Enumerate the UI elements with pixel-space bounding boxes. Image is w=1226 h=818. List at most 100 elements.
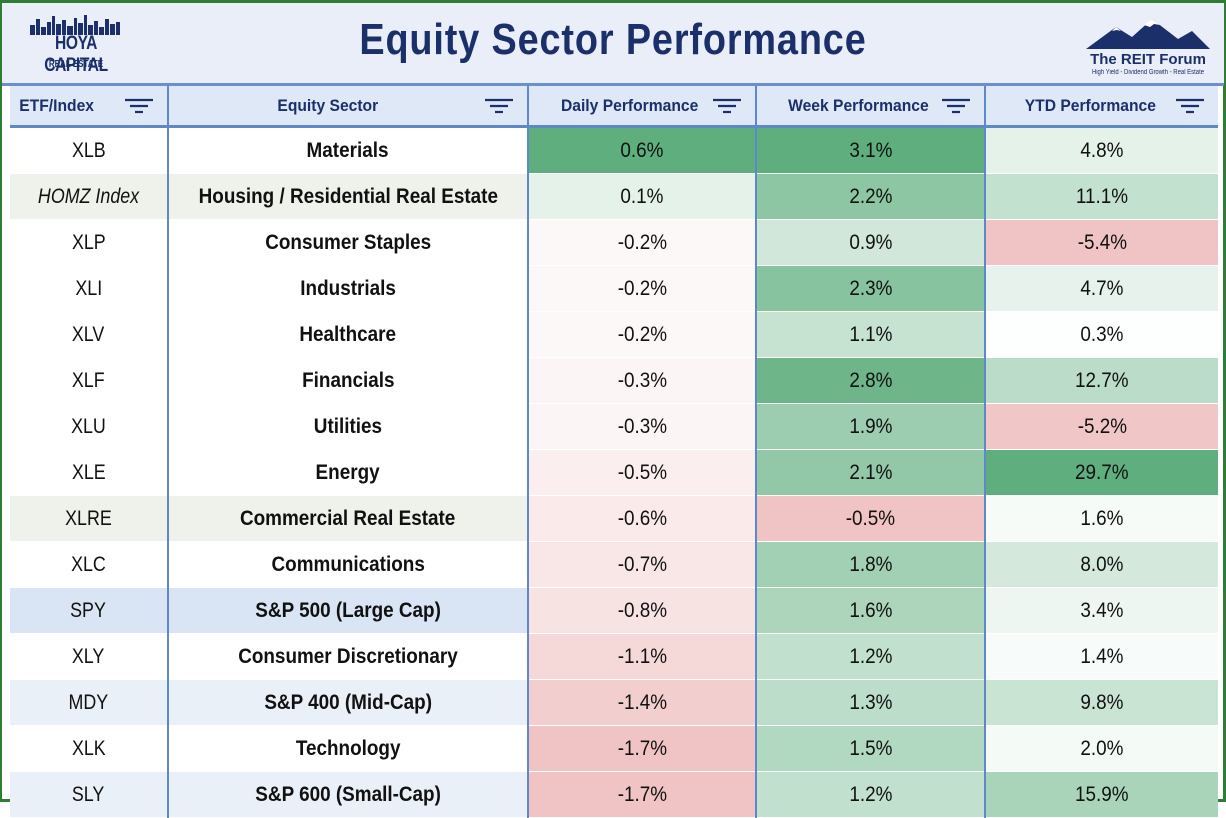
week-value: 2.3% [848,276,893,300]
performance-table: ETF/Index Equity Sector Daily Performance W… [10,86,1218,818]
table-row: XLI Industrials -0.2% 2.3% 4.7% [10,265,1218,312]
cell-daily-performance: -0.2% [528,311,757,358]
week-value: 1.9% [848,414,893,438]
cell-week-performance: 1.5% [756,725,986,772]
etf-ticker: HOMZ Index [37,184,140,208]
cell-sector: S&P 500 (Large Cap) [168,587,529,634]
week-value: 2.8% [848,368,893,392]
daily-value: -0.6% [617,506,667,530]
ytd-value: 4.7% [1080,276,1124,300]
etf-ticker: XLP [71,230,106,254]
cell-ytd-performance: 11.1% [985,173,1218,220]
cell-daily-performance: -1.4% [528,679,757,726]
daily-value: -1.4% [617,690,667,714]
ytd-value: 1.4% [1080,644,1124,668]
cell-daily-performance: -0.2% [528,219,757,266]
cell-week-performance: 0.9% [756,219,986,266]
sector-name: Communications [271,552,425,576]
week-value: 1.3% [848,690,893,714]
cell-sector: Industrials [168,265,529,312]
etf-ticker: XLRE [65,506,112,530]
etf-ticker: XLC [71,552,106,576]
sector-name: S&P 600 (Small-Cap) [255,782,441,806]
column-header-label: YTD Performance [1024,95,1156,115]
cell-daily-performance: -0.8% [528,587,757,634]
week-value: 1.2% [848,782,893,806]
cell-etf: SLY [10,771,169,818]
cell-etf: XLP [10,219,169,266]
sector-name: Materials [307,138,389,162]
cell-sector: Financials [168,357,529,404]
table-row: XLRE Commercial Real Estate -0.6% -0.5% 1.6% [10,495,1218,542]
table-row: SLY S&P 600 (Small-Cap) -1.7% 1.2% 15.9% [10,771,1218,818]
column-header-ytd[interactable]: YTD Performance [985,86,1218,128]
hoya-brand-text: HOYA CAPITAL [44,33,108,76]
column-header-label: Week Performance [788,95,929,115]
cell-week-performance: 1.9% [756,403,986,450]
table-row: XLK Technology -1.7% 1.5% 2.0% [10,725,1218,772]
cell-etf: SPY [10,587,169,634]
table-row: HOMZ Index Housing / Residential Real Est… [10,173,1218,220]
daily-value: 0.1% [620,184,664,208]
sector-name: Energy [315,460,381,484]
cell-etf: XLE [10,449,169,496]
cell-ytd-performance: 9.8% [985,679,1218,726]
cell-sector: Energy [168,449,529,496]
daily-value: -0.5% [617,460,667,484]
cell-daily-performance: -0.6% [528,495,757,542]
etf-ticker: SPY [70,598,107,622]
table-row: XLV Healthcare -0.2% 1.1% 0.3% [10,311,1218,358]
cell-week-performance: 2.1% [756,449,986,496]
column-header-sector[interactable]: Equity Sector [168,86,529,128]
column-header-etf[interactable]: ETF/Index [10,86,169,128]
reit-forum-logo: The REIT Forum High Yield - Dividend Gro… [1078,17,1218,79]
cell-sector: Consumer Discretionary [168,633,529,680]
daily-value: -0.3% [617,368,667,392]
filter-icon[interactable] [1176,97,1204,115]
filter-icon[interactable] [485,97,513,115]
filter-icon[interactable] [125,97,153,115]
cell-week-performance: 1.8% [756,541,986,588]
daily-value: -0.3% [617,414,667,438]
cell-week-performance: 2.8% [756,357,986,404]
week-value: 1.6% [848,598,893,622]
ytd-value: 15.9% [1075,782,1129,806]
etf-ticker: XLB [71,138,106,162]
ytd-value: 2.0% [1080,736,1124,760]
cell-ytd-performance: 0.3% [985,311,1218,358]
cell-week-performance: 1.2% [756,771,986,818]
cell-ytd-performance: 4.8% [985,126,1218,174]
column-header-daily[interactable]: Daily Performance [528,86,757,128]
daily-value: 0.6% [620,138,664,162]
etf-ticker: XLY [72,644,105,668]
table-row: XLF Financials -0.3% 2.8% 12.7% [10,357,1218,404]
page-title: Equity Sector Performance [359,15,867,64]
ytd-value: 29.7% [1075,460,1129,484]
daily-value: -1.1% [617,644,667,668]
filter-icon[interactable] [942,97,970,115]
sector-name: S&P 500 (Large Cap) [255,598,441,622]
ytd-value: -5.4% [1077,230,1127,254]
cell-week-performance: -0.5% [756,495,986,542]
cell-daily-performance: -0.2% [528,265,757,312]
table-row: XLU Utilities -0.3% 1.9% -5.2% [10,403,1218,450]
sector-name: Utilities [313,414,383,438]
table-row: XLP Consumer Staples -0.2% 0.9% -5.4% [10,219,1218,266]
mountain-icon [1086,19,1210,49]
column-header-week[interactable]: Week Performance [756,86,986,128]
cell-week-performance: 3.1% [756,126,986,174]
etf-ticker: XLV [72,322,105,346]
sector-name: Healthcare [299,322,397,346]
cell-daily-performance: 0.6% [528,126,757,174]
ytd-value: 12.7% [1075,368,1129,392]
table-row: XLY Consumer Discretionary -1.1% 1.2% 1.4% [10,633,1218,680]
sector-name: Consumer Discretionary [238,644,458,668]
cell-sector: Housing / Residential Real Estate [168,173,529,220]
cell-sector: Communications [168,541,529,588]
filter-icon[interactable] [713,97,741,115]
cell-sector: Healthcare [168,311,529,358]
cell-sector: Materials [168,126,529,174]
cell-sector: Utilities [168,403,529,450]
cell-sector: S&P 600 (Small-Cap) [168,771,529,818]
